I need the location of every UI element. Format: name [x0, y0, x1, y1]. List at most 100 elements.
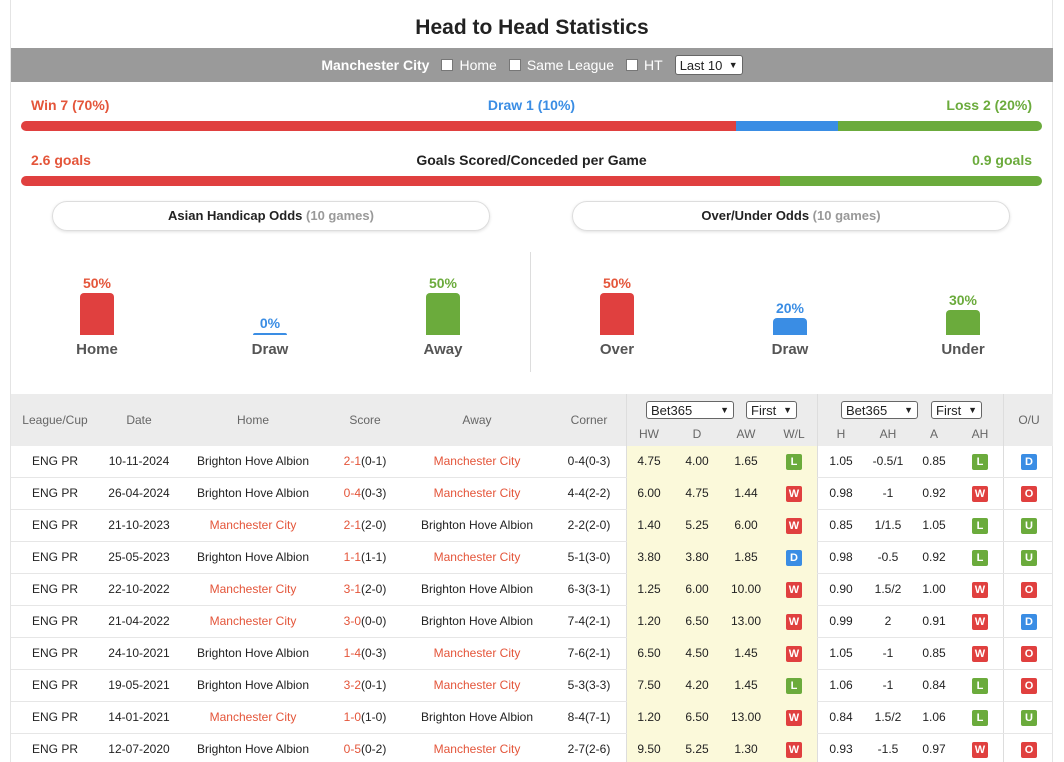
- cell-corner: 7-6(2-1): [567, 646, 611, 660]
- table-row[interactable]: ENG PR 26-04-2024 Brighton Hove Albion 0-4(…: [11, 478, 1053, 510]
- cell-home[interactable]: Manchester City: [209, 710, 297, 724]
- cell-home[interactable]: Brighton Hove Albion: [196, 550, 310, 564]
- half-time-score: (2-0): [361, 582, 387, 596]
- period-select[interactable]: First ▼: [746, 401, 797, 419]
- full-time-score: 1-1: [343, 550, 361, 564]
- stat-percent: 0%: [259, 315, 281, 331]
- cell-d: 6.50: [685, 710, 709, 724]
- cell-d: 5.25: [685, 518, 709, 532]
- cell-home[interactable]: Brighton Hove Albion: [196, 742, 310, 756]
- cell-d: 4.75: [685, 486, 709, 500]
- cell-score: 1-0(1-0): [327, 702, 403, 733]
- cell-corner: 0-4(0-3): [567, 454, 611, 468]
- table-row[interactable]: ENG PR 14-01-2021 Manchester City 1-0(1-0) B…: [11, 702, 1053, 734]
- table-row[interactable]: ENG PR 25-05-2023 Brighton Hove Albion 1-1(…: [11, 542, 1053, 574]
- col-ou: O/U: [1018, 413, 1040, 427]
- cell-ou: U: [1005, 542, 1053, 573]
- checkbox-box[interactable]: [508, 59, 521, 71]
- goals-bar: [21, 176, 1042, 186]
- last-games-select[interactable]: Last 10 ▼: [674, 55, 743, 75]
- cell-away[interactable]: Brighton Hove Albion: [420, 518, 534, 532]
- cell-date: 21-10-2023: [108, 518, 170, 532]
- stat-percent: 30%: [948, 292, 978, 308]
- over-under-tab[interactable]: Over/Under Odds (10 games): [572, 201, 1010, 231]
- cell-h: 1.05: [829, 646, 853, 660]
- table-row[interactable]: ENG PR 21-04-2022 Manchester City 3-0(0-0) B…: [11, 606, 1053, 638]
- cell-date: 25-05-2023: [108, 550, 170, 564]
- cell-h: 1.06: [829, 678, 853, 692]
- cell-aw: 1.44: [734, 486, 758, 500]
- cell-h: 0.98: [829, 486, 853, 500]
- ou-stat-draw: 20% Draw: [745, 300, 835, 358]
- cell-ah: -1: [882, 646, 894, 660]
- cell-away[interactable]: Brighton Hove Albion: [420, 614, 534, 628]
- cell-wl: D: [771, 542, 817, 573]
- table-row[interactable]: ENG PR 24-10-2021 Brighton Hove Albion 1-4(…: [11, 638, 1053, 670]
- cell-away[interactable]: Manchester City: [433, 454, 521, 468]
- cell-ah: -1.5: [877, 742, 899, 756]
- stat-column: [773, 318, 807, 335]
- cell-away[interactable]: Manchester City: [433, 646, 521, 660]
- goals-scored-segment: [21, 176, 780, 186]
- table-row[interactable]: ENG PR 22-10-2022 Manchester City 3-1(2-0) B…: [11, 574, 1053, 606]
- col-league: League/Cup: [22, 413, 88, 427]
- cell-h: 1.05: [829, 454, 853, 468]
- cell-home[interactable]: Brighton Hove Albion: [196, 454, 310, 468]
- cell-d: 3.80: [685, 550, 709, 564]
- cell-a: 0.85: [922, 454, 946, 468]
- cell-away[interactable]: Brighton Hove Albion: [420, 582, 534, 596]
- win-summary: Win 7 (70%): [31, 97, 110, 113]
- ht-checkbox[interactable]: HT: [626, 57, 663, 73]
- cell-home[interactable]: Manchester City: [209, 582, 297, 596]
- same-league-checkbox[interactable]: Same League: [508, 57, 614, 73]
- table-row[interactable]: ENG PR 12-07-2020 Brighton Hove Albion 0-5(…: [11, 734, 1053, 762]
- cell-home[interactable]: Brighton Hove Albion: [196, 646, 310, 660]
- ou-stat-under: 30% Under: [918, 292, 1008, 358]
- chevron-down-icon: ▼: [728, 60, 738, 70]
- full-time-score: 2-1: [343, 454, 361, 468]
- half-time-score: (0-3): [361, 646, 387, 660]
- goals-conceded: 0.9 goals: [972, 152, 1032, 168]
- cell-hw: 9.50: [637, 742, 661, 756]
- result-badge: L: [972, 517, 988, 534]
- cell-aw: 10.00: [730, 582, 762, 596]
- chevron-down-icon: ▼: [720, 405, 729, 415]
- result-badge: W: [972, 581, 988, 598]
- cell-home[interactable]: Manchester City: [209, 614, 297, 628]
- cell-wl: W: [771, 638, 817, 669]
- checkbox-box[interactable]: [441, 59, 454, 71]
- cell-away[interactable]: Manchester City: [433, 550, 521, 564]
- asian-handicap-tab[interactable]: Asian Handicap Odds (10 games): [52, 201, 490, 231]
- half-time-score: (0-2): [361, 742, 387, 756]
- home-checkbox[interactable]: Home: [441, 57, 497, 73]
- cell-away[interactable]: Manchester City: [433, 742, 521, 756]
- result-badge: L: [786, 677, 802, 694]
- cell-a: 0.92: [922, 550, 946, 564]
- cell-ah: -0.5/1: [872, 454, 904, 468]
- result-badge: W: [786, 517, 802, 534]
- cell-a: 1.05: [922, 518, 946, 532]
- result-badge: W: [786, 645, 802, 662]
- cell-home[interactable]: Brighton Hove Albion: [196, 486, 310, 500]
- filter-team-name: Manchester City: [321, 57, 430, 73]
- cell-away[interactable]: Manchester City: [433, 486, 521, 500]
- win-bar-segment: [21, 121, 736, 131]
- checkbox-box[interactable]: [626, 59, 639, 71]
- bookmaker-select[interactable]: Bet365 ▼: [646, 401, 734, 419]
- table-row[interactable]: ENG PR 21-10-2023 Manchester City 2-1(2-0) B…: [11, 510, 1053, 542]
- cell-home[interactable]: Brighton Hove Albion: [196, 678, 310, 692]
- cell-score: 2-1(2-0): [327, 510, 403, 541]
- table-row[interactable]: ENG PR 10-11-2024 Brighton Hove Albion 2-1(…: [11, 446, 1053, 478]
- cell-away[interactable]: Brighton Hove Albion: [420, 710, 534, 724]
- period-select-2[interactable]: First ▼: [931, 401, 982, 419]
- result-badge: O: [1021, 581, 1037, 598]
- cell-hw: 1.40: [637, 518, 661, 532]
- cell-ah: -1: [882, 678, 894, 692]
- odds-highlight: [627, 606, 817, 638]
- table-row[interactable]: ENG PR 19-05-2021 Brighton Hove Albion 3-2(…: [11, 670, 1053, 702]
- cell-home[interactable]: Manchester City: [209, 518, 297, 532]
- cell-away[interactable]: Manchester City: [433, 678, 521, 692]
- draw-bar-segment: [735, 121, 838, 131]
- cell-ah: 2: [884, 614, 892, 628]
- bookmaker-select-2[interactable]: Bet365 ▼: [841, 401, 918, 419]
